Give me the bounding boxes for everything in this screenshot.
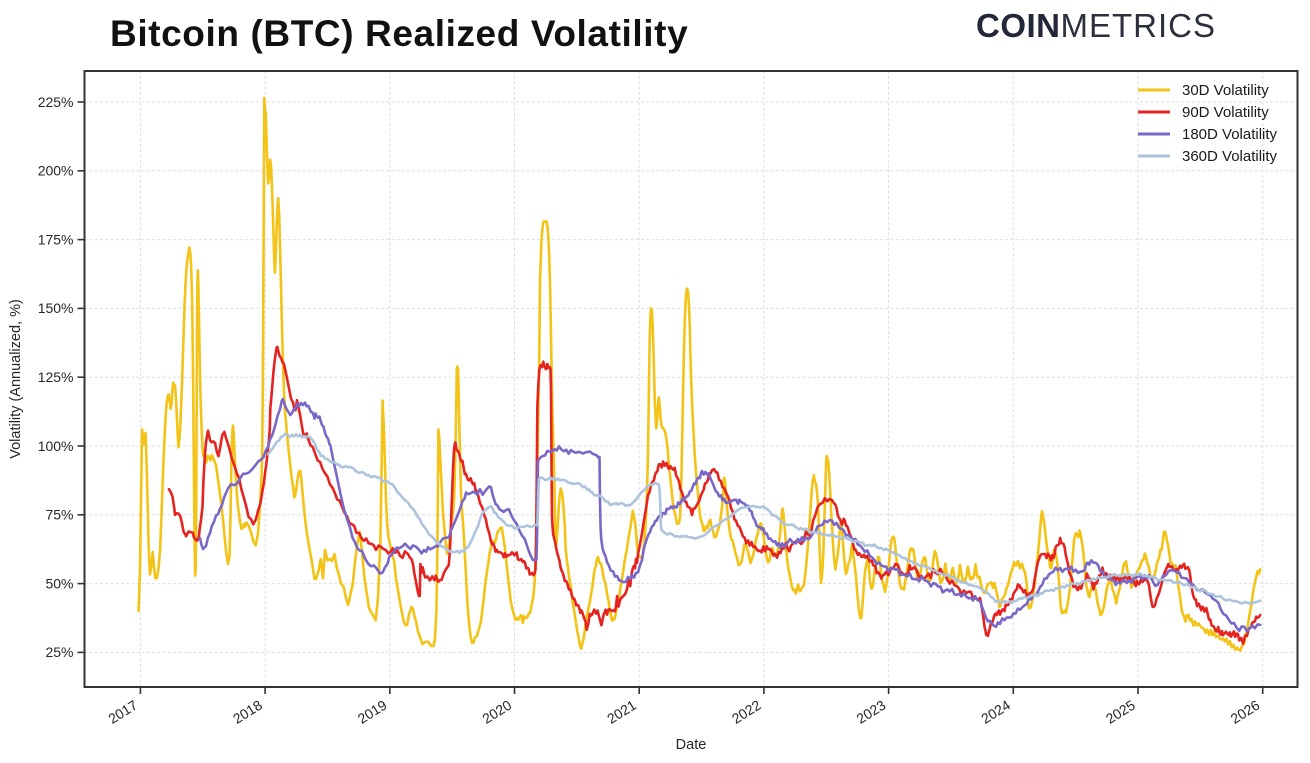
svg-text:Volatility (Annualized, %): Volatility (Annualized, %) bbox=[8, 299, 24, 459]
svg-text:30D Volatility: 30D Volatility bbox=[1182, 82, 1269, 99]
svg-text:175%: 175% bbox=[38, 231, 74, 247]
svg-text:90D Volatility: 90D Volatility bbox=[1182, 104, 1269, 121]
svg-text:Date: Date bbox=[676, 737, 707, 753]
svg-text:25%: 25% bbox=[45, 644, 73, 660]
svg-text:75%: 75% bbox=[45, 507, 73, 523]
svg-text:50%: 50% bbox=[45, 575, 73, 591]
svg-text:150%: 150% bbox=[38, 300, 74, 316]
svg-text:125%: 125% bbox=[38, 369, 74, 385]
svg-text:360D Volatility: 360D Volatility bbox=[1182, 148, 1278, 165]
svg-text:100%: 100% bbox=[38, 438, 74, 454]
svg-text:200%: 200% bbox=[38, 163, 74, 179]
svg-text:COINMETRICS: COINMETRICS bbox=[976, 7, 1216, 44]
svg-text:180D Volatility: 180D Volatility bbox=[1182, 126, 1278, 143]
svg-text:225%: 225% bbox=[38, 94, 74, 110]
svg-text:Bitcoin (BTC) Realized Volatil: Bitcoin (BTC) Realized Volatility bbox=[110, 13, 688, 54]
